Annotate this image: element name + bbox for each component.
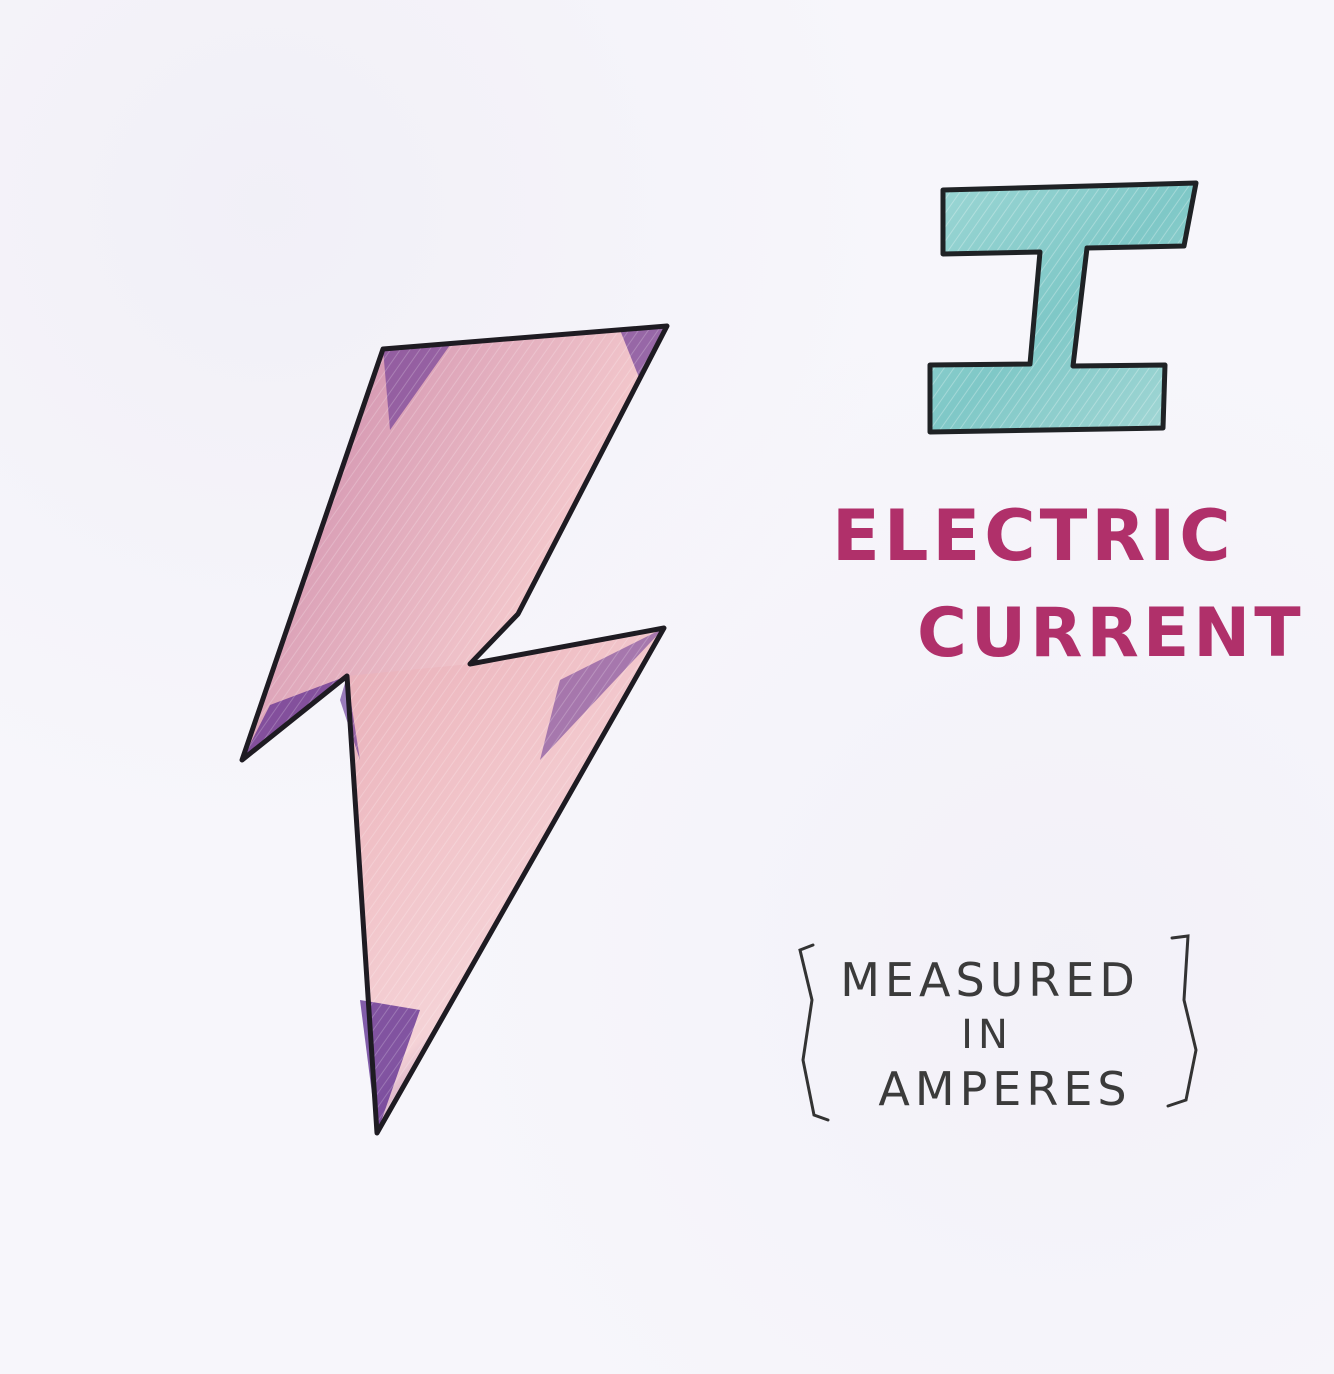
label-line2: CURRENT bbox=[917, 594, 1305, 673]
unit-note-brackets bbox=[798, 934, 1198, 1122]
letter-i-symbol bbox=[927, 180, 1199, 435]
unit-note-line2: IN bbox=[961, 1012, 1013, 1058]
label-line1: ELECTRIC bbox=[832, 495, 1235, 577]
unit-note-line3: AMPERES bbox=[878, 1062, 1131, 1116]
unit-note-line1: MEASURED bbox=[840, 953, 1140, 1007]
lightning-bolt-icon bbox=[239, 323, 670, 1136]
